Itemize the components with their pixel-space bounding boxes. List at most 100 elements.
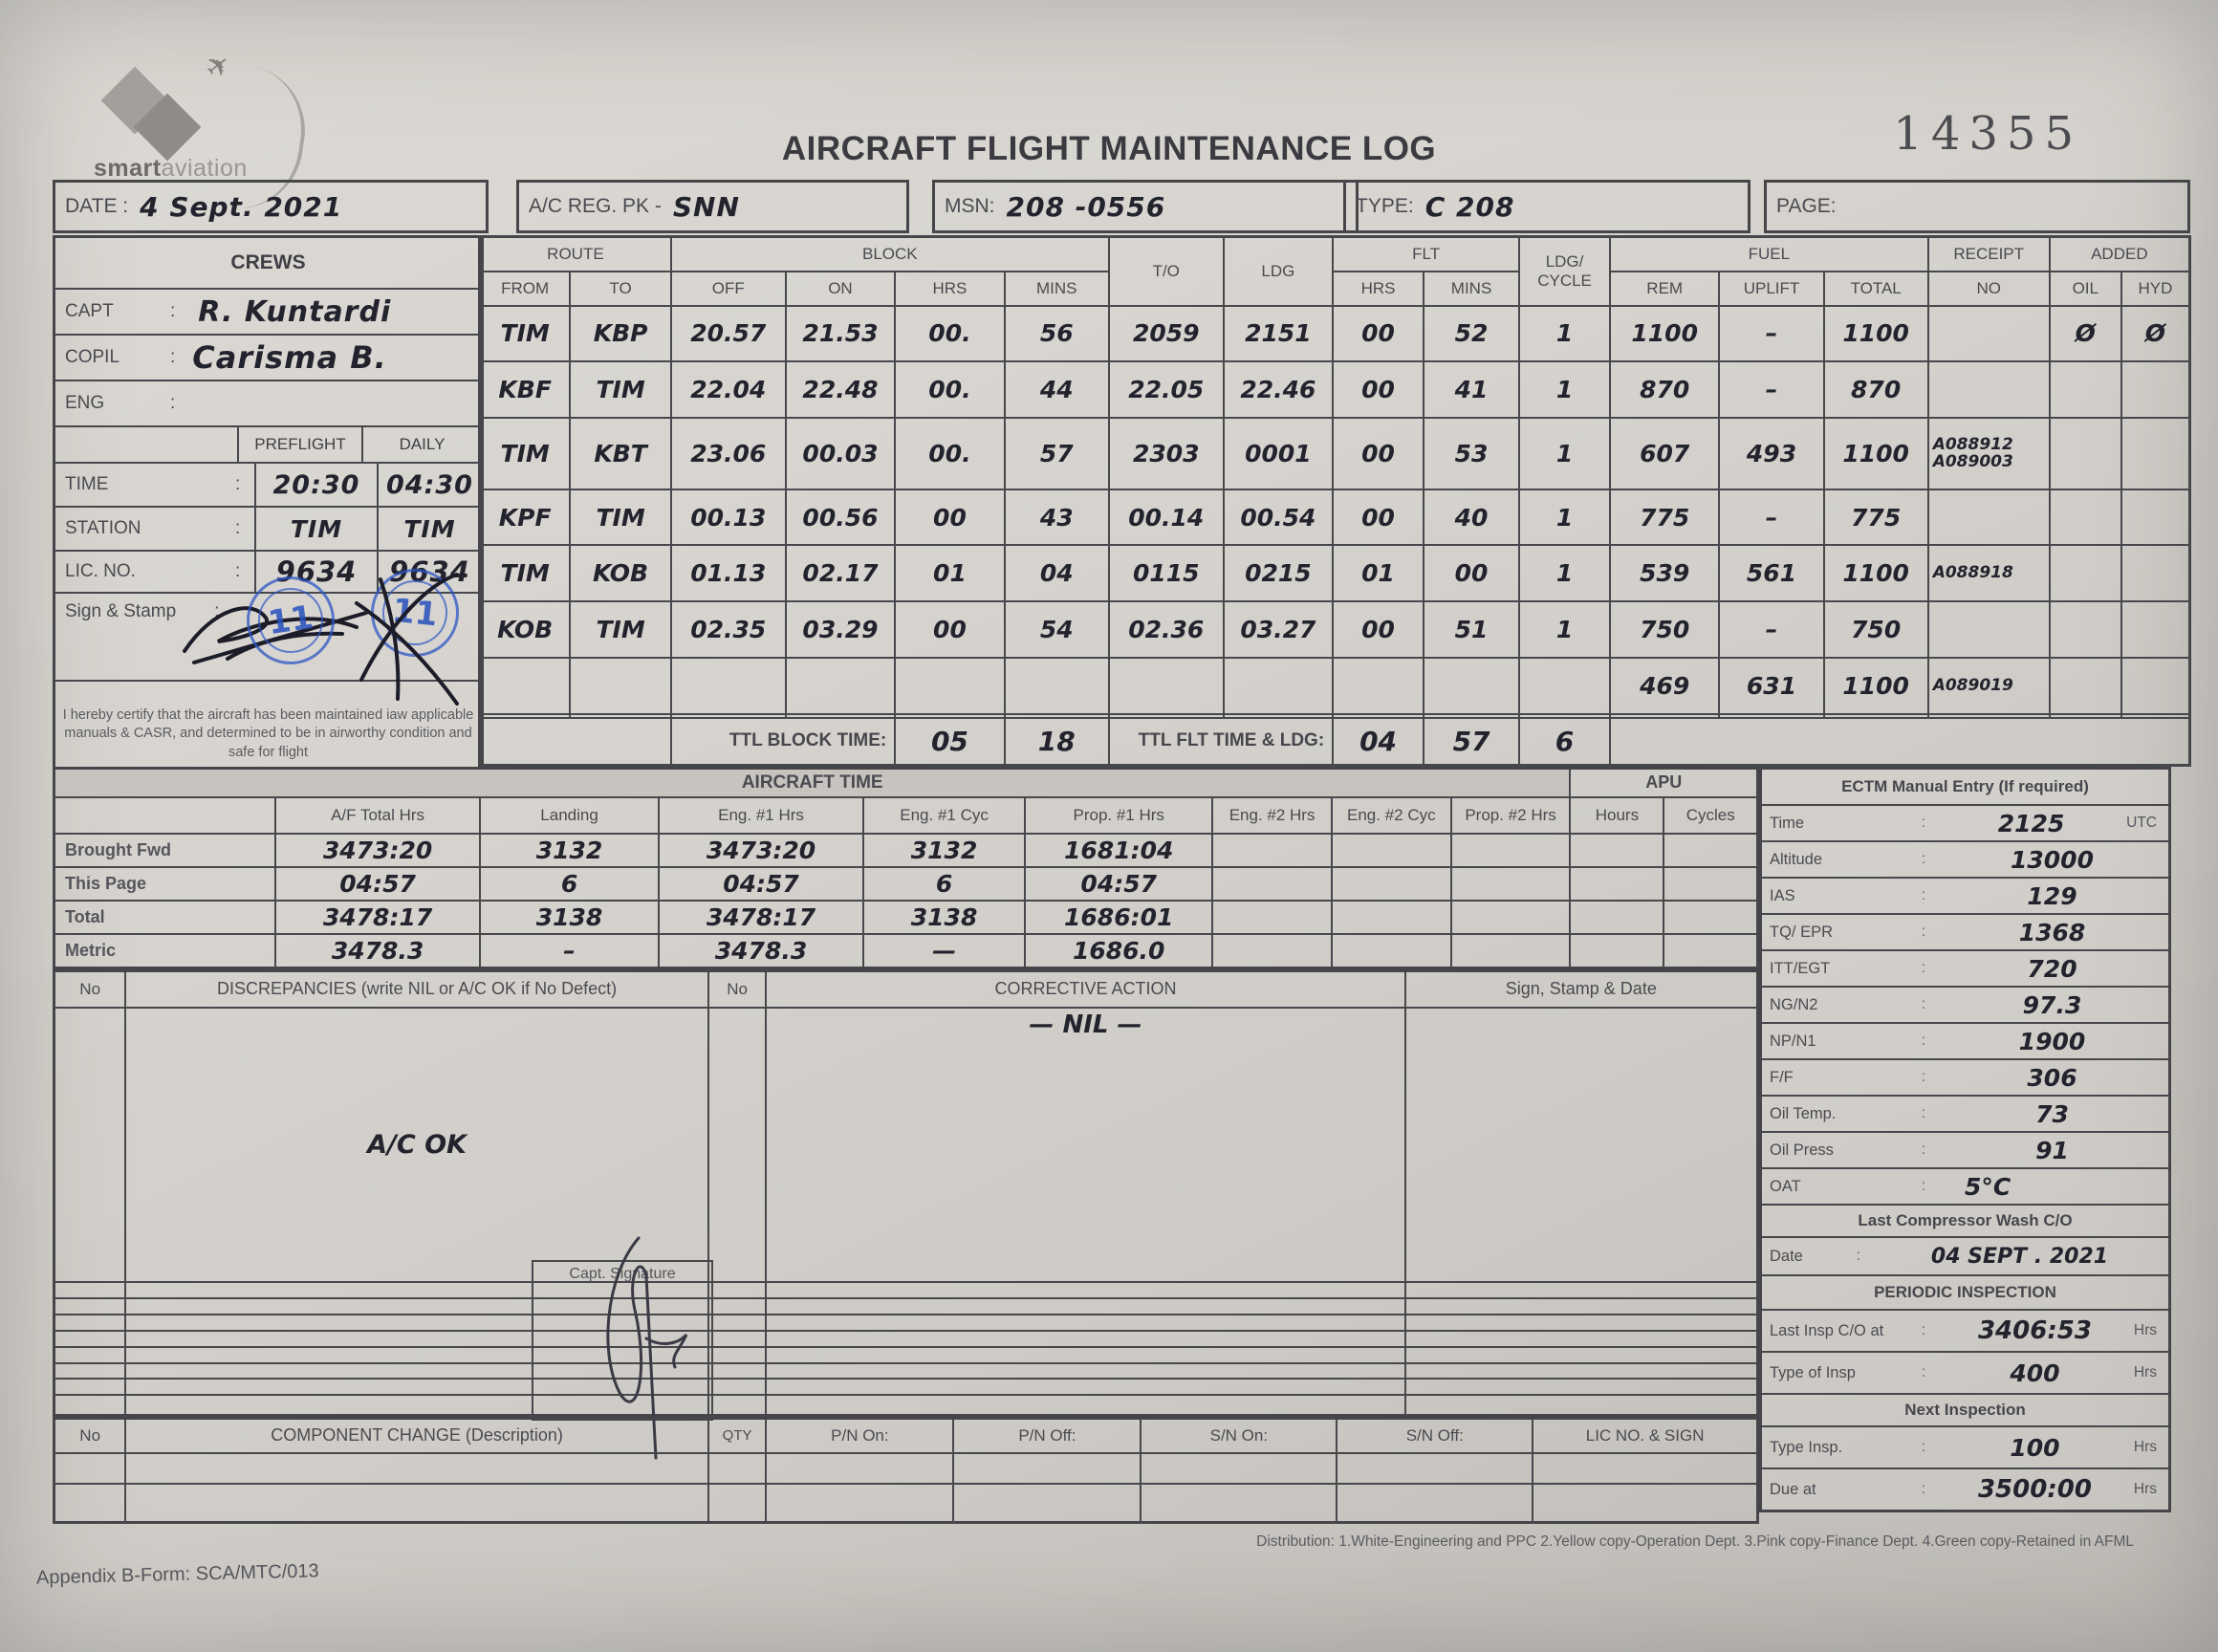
ttl-block-mins: 18 [1003,716,1110,767]
cell-cycle: 1 [1518,600,1611,659]
eng1-cyc: 3132 [861,832,1027,868]
empty-row [53,1296,1759,1315]
next-type-value: 100 [2010,1433,2060,1462]
cell-takeoff: 0115 [1107,544,1225,603]
prop1-hrs: 1686.0 [1024,932,1214,969]
ectm-row-oil-press: Oil Press : 91 [1762,1133,2168,1169]
colon: : [226,464,256,506]
flt-mins-header: MINS [1422,270,1521,307]
af-total: 3478:17 [274,899,481,935]
cell-hyd: Ø [2120,304,2191,363]
cell-oil [2048,417,2122,490]
ectm-label: Oil Temp. [1770,1104,1837,1122]
metric-row: Metric 3478.3 – 3478.3 — 1686.0 [53,932,1759,969]
cell-block-hrs: 00 [894,488,1006,547]
empty-row [53,1329,1759,1348]
cell-receipt [1926,304,2051,363]
page-title: AIRCRAFT FLIGHT MAINTENANCE LOG [781,130,1437,167]
cell-fuel-total: 1100 [1822,304,1929,363]
cell-to: KBP [569,304,672,363]
row-label: Brought Fwd [53,832,277,868]
ectm-label: Altitude [1770,850,1823,868]
aircraft-reg-field: A/C REG. PK - SNN [516,180,909,233]
comp-sn-off-header: S/N Off: [1336,1417,1534,1454]
prop1-hrs: 1686:01 [1024,899,1214,935]
ectm-row-tq-epr: TQ/ EPR : 1368 [1762,915,2168,951]
colon: : [1921,960,1926,976]
sign-stamp-date-header: Sign, Stamp & Date [1403,969,1759,1009]
cell-oil [2048,488,2122,547]
cell-fuel-rem: 870 [1608,360,1721,419]
flight-row: TIM KBP 20.57 21.53 00. 56 2059 2151 00 … [478,304,2191,363]
cell-flt-hrs [1332,656,1424,715]
cell-flt-mins: 41 [1422,360,1521,419]
time-preflight: 20:30 [256,464,379,506]
logo-word-aviation: aviation [161,155,248,182]
ectm-value: 73 [2035,1099,2069,1128]
preflight-label: PREFLIGHT [239,427,363,462]
cell-landing: 22.46 [1222,360,1335,419]
cell-fuel-uplift: 493 [1718,417,1825,490]
cell-oil: Ø [2048,304,2122,363]
cell-hyd [2120,656,2191,715]
col-eng2-hrs: Eng. #2 Hrs [1211,795,1333,835]
station-row: STATION : TIM TIM [55,508,481,552]
flight-row: TIM KOB 01.13 02.17 01 04 0115 0215 01 0… [478,544,2191,603]
colon: : [170,301,176,321]
captain-signature-label: Capt. Signature [569,1266,676,1282]
cell-to [569,656,672,715]
this-page-row: This Page 04:57 6 04:57 6 04:57 [53,865,1759,902]
eng-row: ENG : [55,381,481,427]
copil-label: COPIL [65,347,120,367]
cell-block-hrs: 00 [894,600,1006,659]
cell-off [669,656,787,715]
mins-header: MINS [1003,270,1110,307]
ectm-panel: ECTM Manual Entry (If required) Time : 2… [1759,767,2171,1512]
cell-oil [2048,656,2122,715]
cell-on: 21.53 [784,304,897,363]
oil-header: OIL [2048,270,2122,307]
col-eng1-hrs: Eng. #1 Hrs [658,795,864,835]
cell-flt-hrs: 01 [1332,544,1424,603]
cell-fuel-rem: 775 [1608,488,1721,547]
type-label: TYPE: [1356,195,1414,217]
hrs-suffix: Hrs [2133,1364,2157,1380]
compressor-wash-title: Last Compressor Wash C/O [1762,1206,2168,1238]
lic-label: LIC. NO. [65,561,136,581]
colon: : [1921,815,1926,831]
cell-flt-mins: 40 [1422,488,1521,547]
cell-off: 22.04 [669,360,787,419]
flt-header: FLT [1332,235,1521,272]
crew-signature [355,573,459,706]
landing-count: 3132 [478,832,661,868]
empty-row [53,1313,1759,1332]
ectm-row-ias: IAS : 129 [1762,879,2168,915]
colon: : [1856,1248,1861,1264]
cell-block-mins: 57 [1003,417,1110,490]
cell-flt-hrs: 00 [1332,488,1424,547]
comp-no-header: No [53,1417,127,1454]
next-inspection-title: Next Inspection [1762,1395,2168,1427]
ttl-flt-mins: 57 [1422,716,1521,767]
cell-off: 02.35 [669,600,787,659]
next-inspection-title-text: Next Inspection [1904,1401,2026,1419]
time-row: TIME : 20:30 04:30 [55,464,481,508]
date-value: 4 Sept. 2021 [140,190,343,223]
hyd-header: HYD [2120,270,2191,307]
fuel-only-row: 469 631 1100 A089019 [478,656,2191,715]
cell-oil [2048,600,2122,659]
row-label: Metric [53,932,277,969]
cell-takeoff: 00.14 [1107,488,1225,547]
cell-block-hrs: 00. [894,417,1006,490]
ectm-row-oil-temp: Oil Temp. : 73 [1762,1097,2168,1133]
landing-count: 3138 [478,899,661,935]
ttl-block-label: TTL BLOCK TIME: [669,716,897,767]
ttl-flt-label: TTL FLT TIME & LDG: [1107,716,1335,767]
ectm-label: NG/N2 [1770,995,1818,1013]
smart-aviation-logo: ✈ smartaviation [84,47,371,217]
cell-from: KBF [478,360,572,419]
cell-on [784,656,897,715]
cell-cycle [1518,656,1611,715]
eng1-cyc: 6 [861,865,1027,902]
cell-from: KOB [478,600,572,659]
